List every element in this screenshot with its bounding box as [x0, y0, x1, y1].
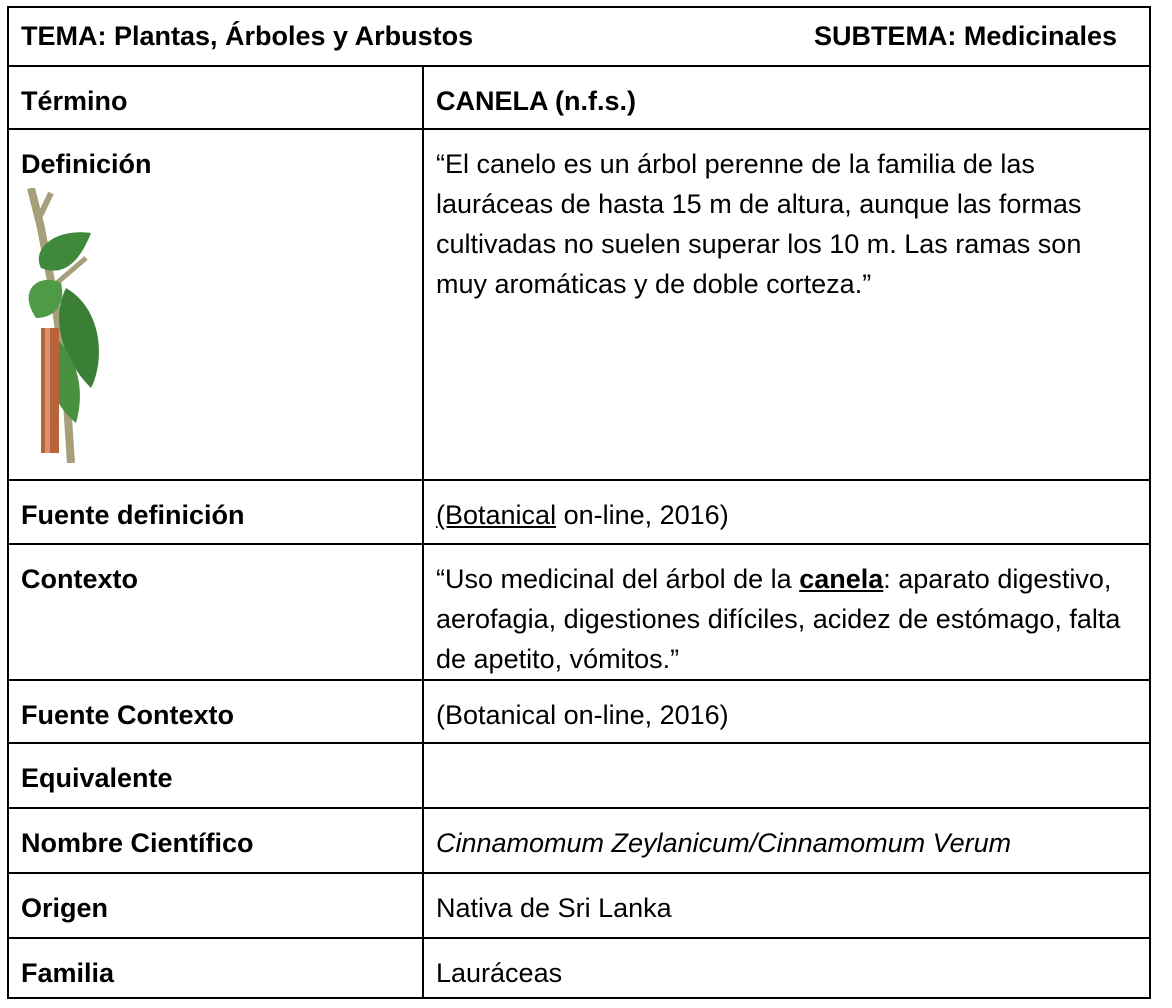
value	[422, 742, 1151, 809]
row: Origen Nativa de Sri Lanka	[7, 872, 1151, 939]
value: Lauráceas	[422, 937, 1151, 999]
cinnamon-illustration	[27, 188, 99, 463]
value: “Uso medicinal del árbol de la canela: a…	[422, 543, 1151, 681]
header-row: SUBTEMA: Medicinales TEMA: Plantas, Árbol…	[7, 6, 1151, 67]
label: Fuente definición	[7, 479, 424, 545]
value: (Botanical on-line, 2016)	[422, 679, 1151, 744]
tema: TEMA: Plantas, Árboles y Arbustos	[21, 21, 474, 51]
label: Término	[7, 65, 424, 130]
label: Fuente Contexto	[7, 679, 424, 744]
source-link: (Botanical	[436, 500, 557, 530]
row: Definición “El canelo es un árbol perenn…	[7, 128, 1151, 481]
value: (Botanical on-line, 2016)	[422, 479, 1151, 545]
source-text: on-line, 2016)	[556, 500, 729, 530]
row: Familia Lauráceas	[7, 937, 1151, 999]
label: Familia	[7, 937, 424, 999]
row: Fuente definición (Botanical on-line, 20…	[7, 479, 1151, 545]
context-text: : aparato digestivo, aerofagia, digestio…	[436, 564, 1121, 674]
row: Fuente Contexto (Botanical on-line, 2016…	[7, 679, 1151, 744]
header-cell: SUBTEMA: Medicinales TEMA: Plantas, Árbol…	[7, 6, 1151, 67]
value: Nativa de Sri Lanka	[422, 872, 1151, 939]
label: Origen	[7, 872, 424, 939]
label: Definición	[7, 128, 424, 481]
label-text: Definición	[21, 149, 152, 179]
row: Equivalente	[7, 742, 1151, 809]
value: “El canelo es un árbol perenne de la fam…	[422, 128, 1151, 481]
value: CANELA (n.f.s.)	[422, 65, 1151, 130]
label: Nombre Científico	[7, 807, 424, 874]
term-table: SUBTEMA: Medicinales TEMA: Plantas, Árbol…	[7, 6, 1151, 999]
context-text: “Uso medicinal del árbol de la	[436, 564, 800, 594]
context-term: canela	[799, 564, 884, 594]
label: Equivalente	[7, 742, 424, 809]
row: Contexto “Uso medicinal del árbol de la …	[7, 543, 1151, 681]
subtema: SUBTEMA: Medicinales	[813, 21, 1117, 51]
row: Término CANELA (n.f.s.)	[7, 65, 1151, 130]
row: Nombre Científico Cinnamomum Zeylanicum/…	[7, 807, 1151, 874]
value: Cinnamomum Zeylanicum/Cinnamomum Verum	[422, 807, 1151, 874]
label: Contexto	[7, 543, 424, 681]
